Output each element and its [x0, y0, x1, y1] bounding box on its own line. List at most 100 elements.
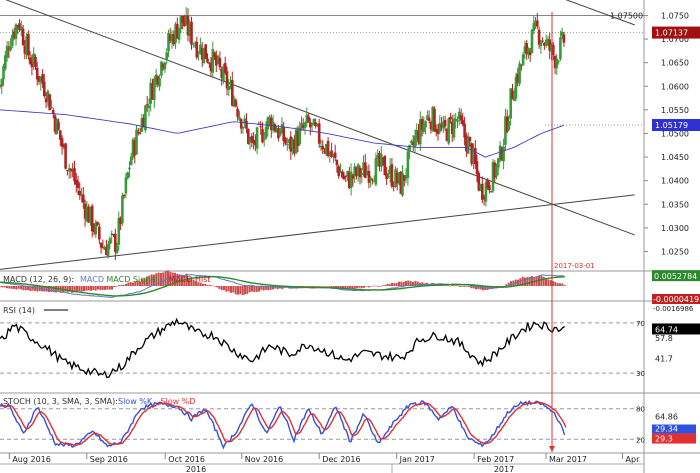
candlesticks: [0, 7, 566, 261]
stoch-d-label: 29.3: [655, 435, 673, 444]
macd-hist-bar: [556, 283, 559, 286]
candle-up: [144, 105, 147, 131]
macd-hist-bar: [174, 272, 176, 286]
macd-hist-bar: [559, 283, 561, 286]
macd-hist-bar: [148, 275, 151, 286]
macd-hist-bar: [337, 286, 340, 288]
rsi-side-label: 57.8: [655, 334, 673, 343]
stoch-panel: 80 20 STOCH (10, 3, SMA, 3, SMA): Slow %K Sl…: [0, 397, 696, 450]
macd-hist-bar: [27, 286, 29, 291]
candle-down: [252, 139, 255, 144]
candle-up: [419, 119, 422, 145]
macd-hist-bar: [374, 285, 377, 287]
candle-up: [339, 171, 342, 174]
candle-down: [208, 62, 211, 64]
candle-up: [110, 233, 113, 236]
macd-hist-bar: [398, 281, 400, 286]
macd-hist-bar: [20, 286, 22, 290]
month-label: Aug 2016: [12, 455, 51, 464]
candle-up: [438, 123, 442, 132]
candle-down: [465, 135, 468, 152]
candle-down: [73, 168, 76, 182]
price-tick-label: 1.0650: [661, 59, 689, 68]
macd-hist-bar: [178, 274, 181, 286]
macd-hist-bar: [83, 286, 85, 292]
macd-hist-bar: [561, 283, 564, 286]
macd-hist-bar: [195, 281, 197, 286]
candle-up: [523, 46, 527, 53]
macd-hist-bar: [183, 275, 186, 286]
candle-down: [96, 222, 99, 225]
macd-hist-bar: [125, 283, 127, 286]
stoch-level-label: 20: [636, 436, 645, 444]
macd-hist-bar: [491, 286, 494, 290]
macd-hist-bar: [209, 285, 211, 286]
macd-hist-bar: [458, 286, 461, 287]
macd-hist-bar: [384, 285, 386, 286]
macd-hist-bar: [472, 286, 475, 289]
macd-hist-bar: [216, 286, 218, 288]
candle-down: [273, 124, 277, 131]
candle-down: [247, 129, 250, 144]
candle-down: [16, 25, 19, 27]
price-tick-label: 1.0750: [661, 11, 689, 20]
candle-up: [248, 138, 252, 143]
candle-down: [395, 172, 399, 184]
macd-hist-bar: [475, 286, 477, 290]
macd-signal-line: [0, 276, 565, 297]
macd-hist-bar: [113, 286, 116, 288]
candle-down: [137, 132, 140, 133]
macd-hist-bar: [190, 277, 193, 286]
macd-value-tag: [652, 270, 700, 282]
candle-down: [122, 195, 126, 196]
candle-down: [344, 175, 348, 177]
macd-hist-bar: [225, 286, 228, 292]
candle-up: [229, 82, 232, 85]
candle-down: [475, 161, 479, 174]
macd-hist-bar: [248, 286, 251, 293]
candle-down: [307, 116, 310, 122]
rsi-level-label: 70: [636, 320, 645, 328]
macd-hist-bar: [244, 286, 246, 295]
macd-hist-bar: [127, 282, 130, 286]
candle-down: [145, 104, 149, 106]
macd-hist-bar: [10, 286, 13, 289]
macd-hist-bar: [503, 286, 505, 287]
candle-down: [317, 123, 321, 144]
candle-up: [227, 86, 231, 90]
candle-down: [7, 49, 11, 51]
candle-up: [316, 124, 319, 126]
macd-hist-bar: [402, 281, 405, 286]
month-label: Sep 2016: [90, 455, 128, 464]
candle-down: [206, 58, 209, 63]
macd-hist-bar: [230, 286, 232, 293]
candle-up: [426, 115, 429, 120]
macd-title: MACD (12, 26, 9):: [3, 275, 74, 284]
candle-down: [37, 76, 41, 82]
macd-hist-bar: [71, 286, 74, 293]
macd-hist-bar: [349, 286, 351, 289]
candle-up: [211, 49, 215, 73]
candle-down: [48, 94, 51, 111]
candle-down: [44, 98, 48, 103]
candle-down: [270, 117, 273, 131]
candle-down: [355, 168, 358, 177]
macd-hist-bar: [388, 283, 391, 286]
candle-up: [325, 144, 328, 155]
candle-up: [268, 116, 271, 122]
candle-down: [436, 128, 440, 134]
macd-hist-bar: [323, 286, 326, 287]
candle-up: [222, 66, 225, 82]
candle-down: [293, 140, 296, 154]
candle-down: [231, 80, 234, 106]
macd-hist-bar: [510, 281, 512, 286]
candle-up: [193, 45, 197, 47]
macd-hist-bar: [519, 278, 522, 286]
candle-down: [468, 136, 472, 142]
macd-hist-bar: [405, 281, 407, 286]
candle-up: [560, 31, 564, 37]
candle-up: [495, 164, 498, 177]
price-tick-label: 1.0300: [661, 224, 689, 233]
rsi-side-label: 41.7: [655, 354, 673, 363]
candle-down: [78, 191, 82, 196]
